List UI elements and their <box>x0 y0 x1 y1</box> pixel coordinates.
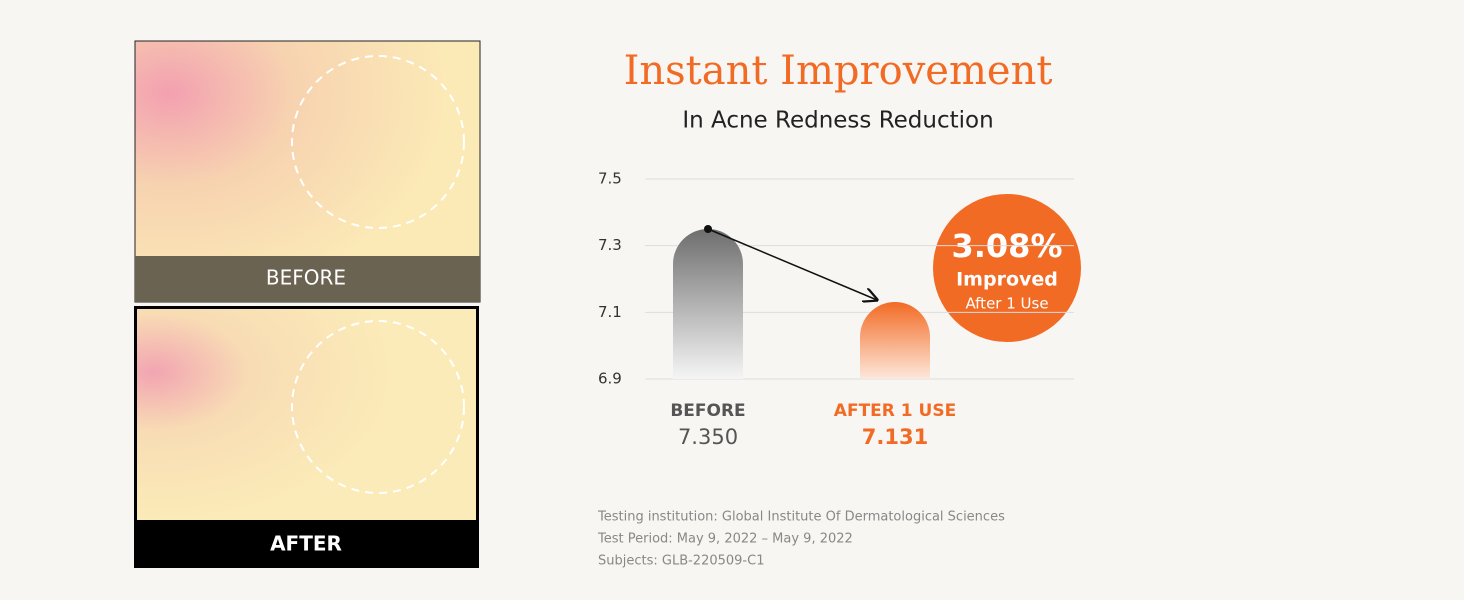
y-tick-label: 7.1 <box>598 303 622 321</box>
photos: BEFORE AFTER <box>134 40 481 568</box>
badge-text: Improved <box>956 269 1058 291</box>
y-tick-label: 7.5 <box>598 170 622 188</box>
chart-title: Instant Improvement <box>624 48 1053 94</box>
badge-text: After 1 Use <box>965 295 1048 313</box>
bar <box>673 229 743 379</box>
footnote: Subjects: GLB-220509-C1 <box>598 554 764 569</box>
y-tick-label: 7.3 <box>598 236 622 254</box>
badge <box>933 194 1081 342</box>
footnote: Testing institution: Global Institute Of… <box>597 510 1005 525</box>
footnotes: Testing institution: Global Institute Of… <box>597 510 1005 569</box>
value-label: 7.131 <box>862 425 928 449</box>
arrow <box>707 228 877 300</box>
value-label: 7.350 <box>678 425 738 449</box>
chart-subtitle: In Acne Redness Reduction <box>682 108 993 134</box>
before-band <box>135 256 480 302</box>
y-tick-label: 6.9 <box>598 370 622 388</box>
x-tick-label: AFTER 1 USE <box>834 401 956 421</box>
photo-label: BEFORE <box>266 266 346 290</box>
after-photo <box>137 309 476 520</box>
focus-circle <box>291 320 465 494</box>
focus-circle <box>291 55 465 229</box>
footnote: Test Period: May 9, 2022 – May 9, 2022 <box>597 532 853 547</box>
photo-label: AFTER <box>270 532 342 556</box>
x-tick-label: BEFORE <box>670 401 745 421</box>
bar <box>860 302 930 379</box>
